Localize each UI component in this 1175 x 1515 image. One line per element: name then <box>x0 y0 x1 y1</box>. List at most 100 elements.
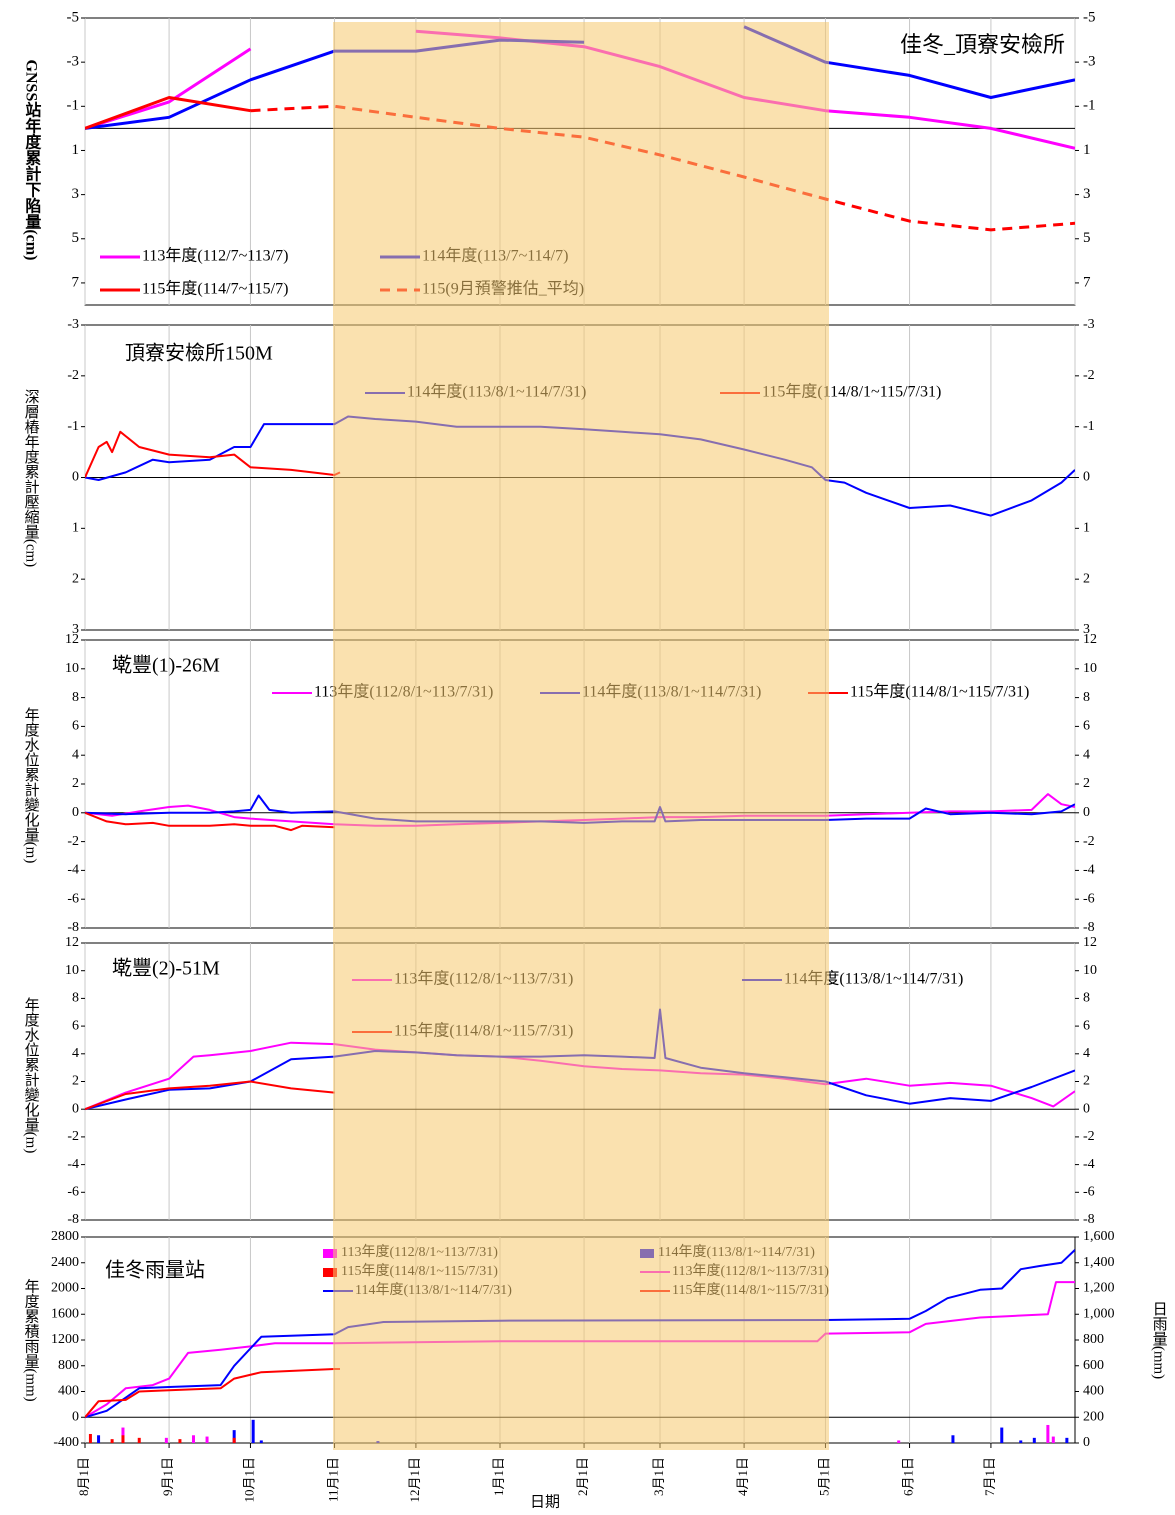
series-line <box>85 811 335 832</box>
y-tick-label-right: 8 <box>1083 991 1090 1006</box>
y-axis-title: 年度累積雨量(mm) <box>23 1278 40 1401</box>
bar <box>137 1437 141 1443</box>
y-tick-label-right: 7 <box>1083 274 1091 290</box>
y-tick-label-right: 1 <box>1083 142 1091 158</box>
x-tick-label: 10月1日 <box>241 1457 256 1503</box>
y-tick-label: 0 <box>72 470 79 485</box>
y-tick-label: 2 <box>72 571 79 586</box>
chart-title: 墘豐(2)-51M <box>112 957 220 980</box>
chart-title: 佳冬_頂寮安檢所 <box>900 32 1065 57</box>
y-tick-label: 3 <box>72 186 80 202</box>
x-tick-label: 8月1日 <box>76 1457 91 1496</box>
bar <box>1000 1427 1004 1443</box>
y-tick-label-right: 3 <box>1083 622 1090 637</box>
y-tick-label: -8 <box>67 920 79 935</box>
bar <box>110 1439 114 1443</box>
y-tick-label: -5 <box>67 9 80 25</box>
y-tick-label: 8 <box>72 991 79 1006</box>
y-tick-label-right: 5 <box>1083 230 1091 246</box>
y-tick-label-right: 0 <box>1083 470 1090 485</box>
bar <box>232 1430 236 1443</box>
x-tick-label: 4月1日 <box>735 1457 750 1496</box>
bar <box>897 1440 901 1443</box>
x-tick-label: 5月1日 <box>816 1457 831 1496</box>
y-tick-label: -8 <box>67 1212 79 1227</box>
y-tick-label: 5 <box>72 230 80 246</box>
y-tick-label: 10 <box>65 661 79 676</box>
y-tick-label-right: 12 <box>1083 632 1097 647</box>
y-tick-label: -4 <box>67 863 79 878</box>
y-tick-label: -6 <box>67 1185 79 1200</box>
y-axis-title: 深層樁年度累計壓縮量(cm) <box>23 389 40 567</box>
y-tick-label: 10 <box>65 963 79 978</box>
y-tick-label-right: 10 <box>1083 661 1097 676</box>
y2-tick-label: 1,200 <box>1083 1281 1115 1296</box>
x-tick-label: 2月1日 <box>575 1457 590 1496</box>
y-tick-label-right: -8 <box>1083 1212 1095 1227</box>
y-tick-label: 12 <box>65 632 79 647</box>
y-tick-label: 800 <box>58 1358 79 1373</box>
bar <box>1019 1440 1023 1443</box>
bar <box>259 1440 263 1443</box>
y-tick-label: 0 <box>72 1409 79 1424</box>
y-tick-label-right: 0 <box>1083 805 1090 820</box>
y-tick-label-right: 4 <box>1083 1046 1090 1061</box>
legend-swatch <box>323 1249 337 1258</box>
y-tick-label: 1200 <box>51 1332 79 1347</box>
y2-tick-label: 600 <box>1083 1358 1104 1373</box>
x-tick-label: 6月1日 <box>901 1457 916 1496</box>
y-tick-label: 2800 <box>51 1229 79 1244</box>
y2-tick-label: 1,600 <box>1083 1229 1115 1244</box>
x-axis-title: 日期 <box>530 1493 560 1510</box>
x-tick-label: 11月1日 <box>326 1457 341 1502</box>
y-tick-label: 1 <box>72 142 80 158</box>
y-tick-label-right: -6 <box>1083 891 1095 906</box>
bar <box>191 1435 195 1443</box>
y-tick-label-right: -1 <box>1083 419 1095 434</box>
series-line <box>85 96 251 130</box>
chart-title: 佳冬雨量站 <box>105 1259 205 1282</box>
y2-axis-title: 日雨量(mm) <box>1151 1301 1168 1379</box>
bar <box>88 1433 92 1443</box>
x-tick-label: 1月1日 <box>491 1457 506 1496</box>
series-line <box>85 430 341 478</box>
y2-tick-label: 800 <box>1083 1332 1104 1347</box>
legend-label: 115年度(114/8/1~115/7/31) <box>850 683 1029 701</box>
y-tick-label: 1600 <box>51 1306 79 1321</box>
legend-swatch <box>323 1268 337 1277</box>
y-tick-label: -3 <box>67 317 79 332</box>
bar <box>97 1435 101 1443</box>
y-tick-label: 2 <box>72 776 79 791</box>
y-axis-title: 年度水位累計變化量(m) <box>23 997 40 1154</box>
bar <box>1046 1424 1050 1443</box>
y-tick-label-right: 2 <box>1083 776 1090 791</box>
y-tick-label-right: -5 <box>1083 9 1096 25</box>
y-tick-label-right: 2 <box>1083 1074 1090 1089</box>
bar <box>205 1436 209 1443</box>
y-tick-label-right: 2 <box>1083 571 1090 586</box>
y-tick-label-right: -2 <box>1083 834 1095 849</box>
bar <box>164 1437 168 1443</box>
y-tick-label: 1 <box>72 521 79 536</box>
y2-tick-label: 1,000 <box>1083 1306 1115 1321</box>
y-tick-label-right: -4 <box>1083 1157 1095 1172</box>
y-tick-label-right: -8 <box>1083 920 1095 935</box>
x-tick-label: 9月1日 <box>160 1457 175 1496</box>
y-tick-label-right: 3 <box>1083 186 1091 202</box>
y-tick-label-right: 10 <box>1083 963 1097 978</box>
y-tick-label: 4 <box>72 1046 79 1061</box>
y2-tick-label: 400 <box>1083 1384 1104 1399</box>
chart-title: 墘豐(1)-26M <box>112 654 220 677</box>
y-tick-label-right: -1 <box>1083 98 1096 114</box>
bar <box>121 1435 125 1443</box>
legend-label: 115年度(114/7~115/7) <box>142 280 288 298</box>
y-tick-label-right: -4 <box>1083 863 1095 878</box>
bar <box>1032 1437 1036 1443</box>
y-tick-label: -3 <box>67 54 80 70</box>
y-tick-label: 0 <box>72 805 79 820</box>
y-tick-label: -400 <box>53 1435 79 1450</box>
y-tick-label: -1 <box>67 98 80 114</box>
x-tick-label: 12月1日 <box>407 1457 422 1503</box>
